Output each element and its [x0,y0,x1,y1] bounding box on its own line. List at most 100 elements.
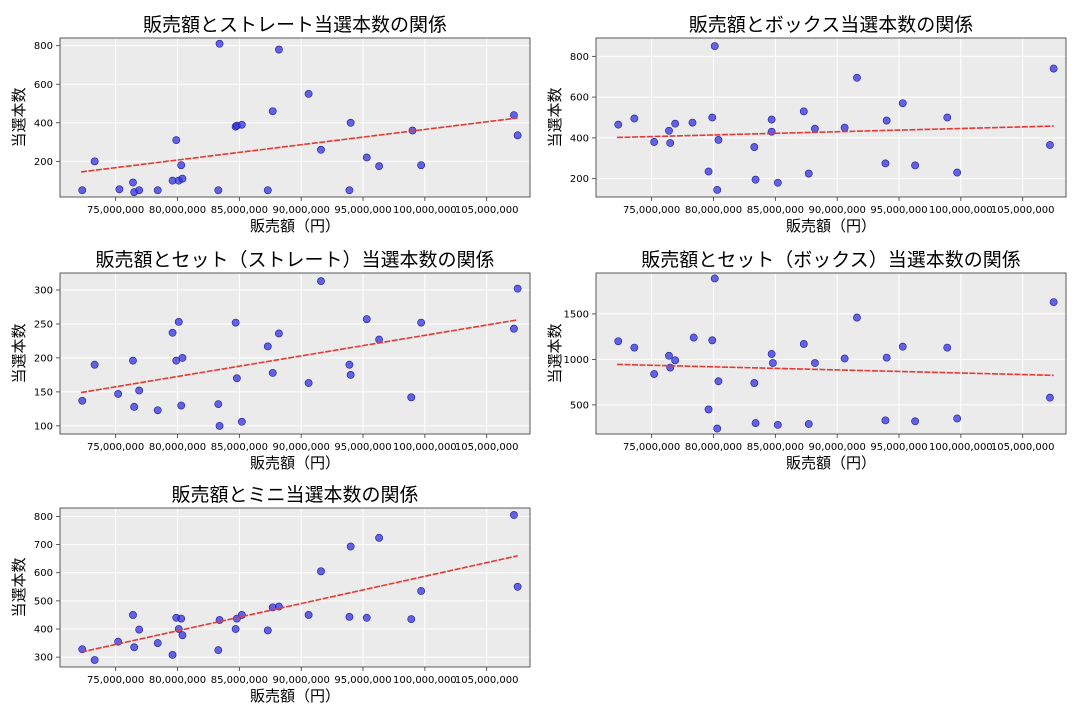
data-point [811,124,819,133]
data-point [799,340,808,348]
y-tick-label: 600 [34,80,53,91]
subplot-5: 75,000,000 80,000,000 85,000,000 90,000,000… [10,484,531,705]
x-tick-label: 90,000,000 [273,442,330,453]
subplot-3: 75,000,000 80,000,000 85,000,000 90,000,000… [10,249,531,472]
data-point [232,374,241,383]
data-point [275,45,283,54]
data-point [263,342,272,351]
data-point [130,643,139,652]
data-point [407,393,416,402]
data-point [178,174,187,183]
x-tick-label: 105,000,000 [455,205,519,216]
data-point [90,360,99,369]
data-point [153,639,162,647]
y-tick-label: 500 [34,596,53,607]
data-point [237,417,246,426]
plot-area [60,273,530,434]
data-point [263,626,272,635]
data-point [898,99,907,108]
x-axis-label: 販売額（円） [786,217,876,235]
x-tick-label: 75,000,000 [87,442,144,453]
data-point [177,161,186,170]
x-axis-label: 販売額（円） [786,454,876,472]
data-point [953,168,962,177]
data-point [688,118,697,127]
chart-title: 販売額とミニ当選本数の関係 [171,484,418,506]
x-tick-label: 80,000,000 [149,442,206,453]
axes-frame [59,272,531,435]
data-point [750,379,759,387]
x-tick-label: 95,000,000 [334,675,391,686]
data-point [177,401,186,410]
data-point [78,396,87,405]
data-point [710,274,719,283]
chart-title: 販売額とセット（ストレート）当選本数の関係 [95,249,494,271]
data-point [665,126,673,135]
x-tick-label: 85,000,000 [211,675,268,686]
data-point [129,356,137,365]
trend-line [80,117,518,173]
y-tick-label: 250 [34,319,53,330]
data-point [135,186,144,195]
data-point [882,353,891,362]
axes-frame [59,37,531,198]
data-point [304,89,313,98]
data-point [650,138,659,146]
data-point [751,419,760,427]
data-point [417,161,426,170]
data-point [268,107,277,116]
data-point [804,420,813,428]
data-point [853,73,861,82]
plot-area [596,273,1066,434]
data-point [911,161,920,170]
x-tick-label: 95,000,000 [870,442,927,453]
y-tick-label: 150 [34,387,53,398]
x-tick-label: 85,000,000 [747,205,804,216]
data-point [513,582,522,591]
y-tick-label: 1000 [564,355,589,366]
data-point [671,356,680,365]
data-point [362,613,371,622]
data-point [751,175,760,184]
data-point [689,333,698,342]
trend-line [617,125,1054,139]
data-point [237,120,246,129]
data-point [375,533,384,542]
y-tick-label: 400 [570,133,589,144]
data-point [898,342,907,351]
data-point [345,613,354,621]
data-point [135,625,144,634]
x-tick-label: 95,000,000 [334,205,391,216]
x-tick-label: 105,000,000 [455,675,519,686]
data-point [630,114,639,123]
data-point [346,542,355,551]
data-point [630,343,639,352]
data-point [346,370,355,379]
x-tick-label: 100,000,000 [393,205,457,216]
plot-area [60,508,530,667]
x-tick-label: 105,000,000 [455,442,519,453]
data-point [953,414,962,423]
data-point [129,178,137,187]
data-point [135,386,144,395]
data-point [362,153,371,162]
data-point [417,587,426,595]
x-tick-label: 90,000,000 [809,205,866,216]
data-point [513,284,522,293]
data-point [811,359,819,367]
y-tick-label: 800 [570,52,589,63]
data-point [666,139,675,147]
data-point [275,329,283,338]
data-point [214,186,223,195]
x-tick-label: 105,000,000 [991,442,1055,453]
data-point [317,145,325,154]
data-point [708,113,717,122]
data-point [90,656,99,664]
axes-frame [59,507,531,668]
y-axis-label: 当選本数 [10,87,28,147]
x-tick-label: 90,000,000 [273,205,330,216]
y-tick-label: 400 [34,118,53,129]
data-point [943,113,952,122]
y-tick-label: 200 [570,174,589,185]
data-point [172,136,181,145]
